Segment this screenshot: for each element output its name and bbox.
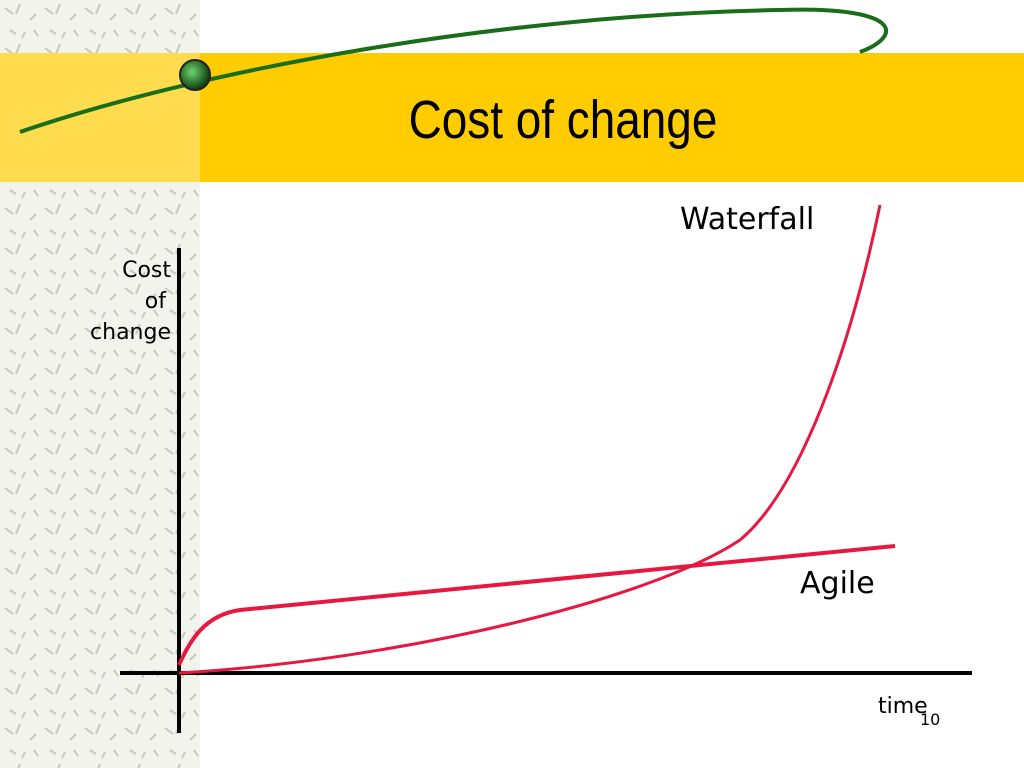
title-band-fade	[0, 53, 200, 182]
swoosh	[19, 7, 888, 134]
page-number: 10	[920, 710, 940, 729]
x-axis-label: time	[878, 694, 928, 719]
agile-label: Agile	[800, 566, 875, 601]
y-axis-label: change	[90, 320, 171, 345]
y-axis-label: Cost	[122, 258, 171, 283]
swoosh-ball	[179, 59, 211, 91]
waterfall-label: Waterfall	[680, 202, 814, 237]
slide-title: Cost of change	[409, 90, 718, 150]
y-axis-label: of	[145, 289, 167, 314]
agile-curve	[177, 544, 896, 666]
waterfall-curve	[178, 204, 882, 675]
